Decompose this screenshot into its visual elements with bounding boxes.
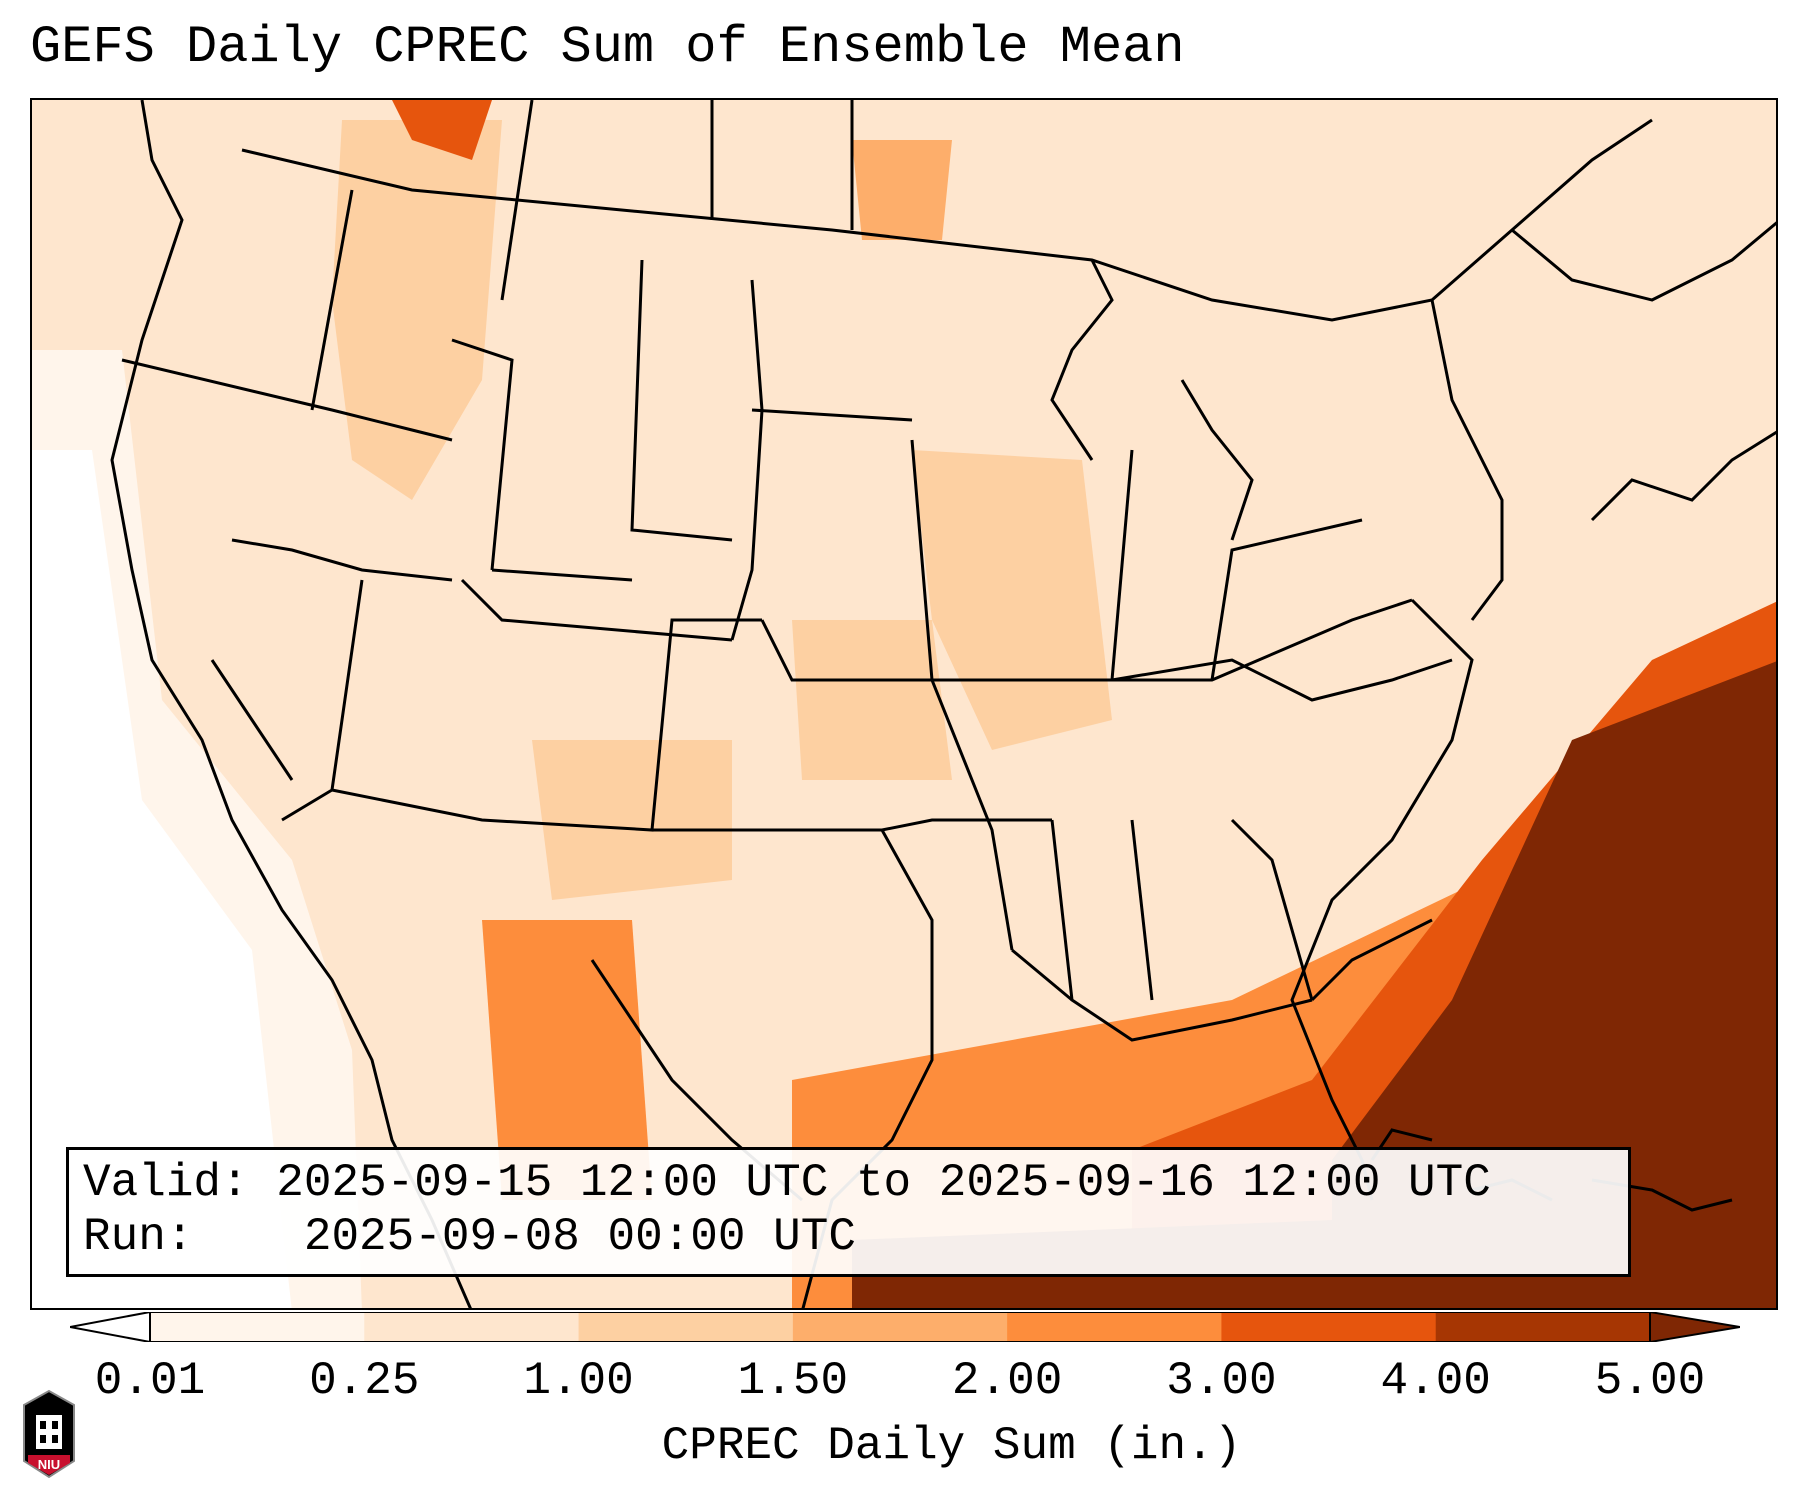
precip-field-pacific [32,450,292,1308]
precip-field-nw-peak [392,100,492,160]
run-label: Run: [83,1211,194,1263]
map-title: GEFS Daily CPREC Sum of Ensemble Mean [30,18,1185,77]
colorbar-segment [364,1312,580,1342]
colorbar-tick-label: 3.00 [1166,1355,1277,1407]
precip-field-nm [532,740,732,900]
colorbar [70,1312,1740,1342]
colorbar-tick-label: 1.00 [523,1355,634,1407]
colorbar-tick-label: 5.00 [1594,1355,1706,1407]
run-value: 2025-09-08 00:00 UTC [303,1211,856,1263]
valid-value: 2025-09-15 12:00 UTC to 2025-09-16 12:00… [276,1157,1491,1209]
precip-field-ndakota [852,140,952,240]
precip-field-mexico [482,920,652,1200]
colorbar-segment [1007,1312,1222,1342]
state-boundaries [110,100,1776,1308]
colorbar-max-arrow [1649,1312,1740,1342]
colorbar-segment [150,1312,365,1342]
precip-field-nw [332,120,502,500]
colorbar-segment [1435,1312,1651,1342]
colorbar-outline [149,1312,1651,1342]
colorbar-tick-label: 0.01 [94,1355,206,1407]
precip-field-midwest [912,450,1112,750]
valid-label: Valid: [83,1157,249,1209]
colorbar-tick-label: 2.00 [951,1355,1063,1407]
logo-text: NIU [38,1457,60,1472]
niu-logo-icon: NIU [23,1389,75,1479]
precipitation-map [30,98,1778,1310]
precip-field-kansas [792,620,952,780]
colorbar-tick-label: 1.50 [737,1355,849,1407]
valid-run-info: Valid: 2025-09-15 12:00 UTC to 2025-09-1… [66,1147,1631,1277]
colorbar-segment [1221,1312,1437,1342]
colorbar-min-arrow [70,1312,151,1342]
colorbar-segment [792,1312,1008,1342]
colorbar-tick-label: 0.25 [309,1355,420,1407]
map-canvas [32,100,1776,1308]
precip-field-atlantic-peak [1332,661,1776,1308]
colorbar-tick-label: 4.00 [1380,1355,1491,1407]
colorbar-tick-labels: 0.01 0.25 1.00 1.50 2.00 3.00 4.00 5.00 [0,1355,1803,1415]
colorbar-segment [578,1312,794,1342]
colorbar-label: CPREC Daily Sum (in.) [661,1420,1242,1472]
